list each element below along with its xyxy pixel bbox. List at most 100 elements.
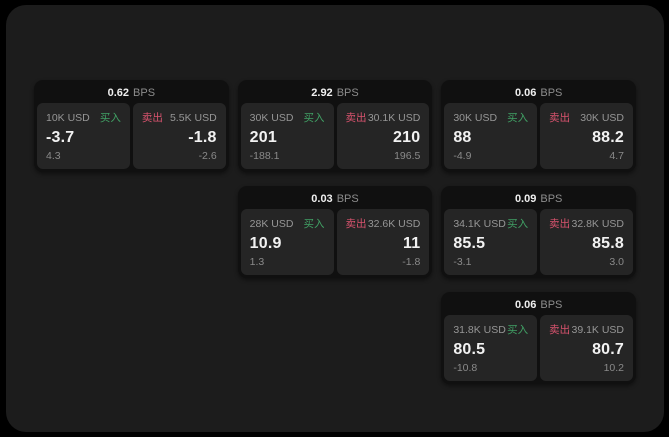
buy-size: 30K USD — [453, 111, 498, 124]
buy-delta: -4.9 — [453, 150, 472, 162]
buy-size: 10K USD — [46, 111, 90, 124]
card-header: 0.06 BPS — [444, 83, 633, 103]
buy-size: 30K USD — [249, 111, 294, 124]
buy-side-label: 买入 — [507, 112, 529, 124]
quote-card: 2.92 BPS 30K USD 买入 201 -188.1 卖出 30.1K … — [237, 80, 433, 172]
buy-price: 88 — [453, 128, 472, 146]
sell-delta: 4.7 — [609, 150, 625, 162]
sell-quote-tile[interactable]: 卖出 30.1K USD 210 196.5 — [336, 103, 430, 169]
buy-quote-tile[interactable]: 31.8K USD 买入 80.5 -10.8 — [444, 315, 538, 381]
buy-side-label: 买入 — [507, 324, 529, 336]
buy-side-label: 买入 — [303, 112, 325, 124]
quote-card: 0.09 BPS 34.1K USD 买入 85.5 -3.1 卖出 32.8K… — [441, 186, 636, 278]
bps-value: 0.03 — [311, 193, 333, 205]
buy-side-label: 买入 — [507, 218, 529, 230]
sell-size: 32.6K USD — [367, 217, 421, 230]
sell-quote-tile[interactable]: 卖出 30K USD 88.2 4.7 — [540, 103, 634, 169]
quotes-grid: 0.62 BPS 10K USD 买入 -3.7 4.3 卖出 5.5K USD — [6, 5, 664, 384]
quote-card: 0.03 BPS 28K USD 买入 10.9 1.3 卖出 32.6K US… — [237, 186, 433, 278]
sell-delta: 196.5 — [394, 150, 421, 162]
sell-quote-tile[interactable]: 卖出 32.8K USD 85.8 3.0 — [540, 209, 634, 275]
sell-delta: 3.0 — [609, 256, 625, 268]
buy-tile-header: 31.8K USD 买入 — [453, 322, 528, 337]
buy-size: 28K USD — [249, 217, 294, 230]
buy-price: 201 — [249, 128, 277, 146]
buy-price: 10.9 — [249, 234, 282, 252]
card-header: 0.06 BPS — [444, 295, 633, 315]
sell-tile-header: 卖出 30.1K USD — [346, 110, 421, 125]
sell-delta: -2.6 — [198, 150, 217, 162]
sell-size: 5.5K USD — [169, 111, 217, 124]
buy-side-label: 买入 — [303, 218, 325, 230]
quote-card: 0.62 BPS 10K USD 买入 -3.7 4.3 卖出 5.5K USD — [34, 80, 229, 172]
bps-unit-label: BPS — [540, 87, 563, 99]
sell-side-label: 卖出 — [549, 324, 571, 336]
buy-quote-tile[interactable]: 10K USD 买入 -3.7 4.3 — [37, 103, 130, 169]
buy-tile-header: 30K USD 买入 — [250, 110, 325, 125]
bps-unit-label: BPS — [540, 193, 563, 205]
sell-tile-header: 卖出 32.8K USD — [549, 216, 624, 231]
sell-size: 32.8K USD — [571, 217, 625, 230]
bps-unit-label: BPS — [133, 87, 156, 99]
buy-delta: 1.3 — [249, 256, 265, 268]
sell-price: 88.2 — [592, 128, 625, 146]
quote-card: 0.06 BPS 30K USD 买入 88 -4.9 卖出 30K USD — [441, 80, 636, 172]
sell-side-label: 卖出 — [345, 112, 367, 124]
sell-tile-header: 卖出 39.1K USD — [549, 322, 624, 337]
quote-tiles: 34.1K USD 买入 85.5 -3.1 卖出 32.8K USD 85.8… — [444, 209, 634, 275]
buy-side-label: 买入 — [99, 112, 121, 124]
card-header: 0.62 BPS — [37, 83, 226, 103]
quote-tiles: 10K USD 买入 -3.7 4.3 卖出 5.5K USD -1.8 -2.… — [37, 103, 226, 169]
sell-size: 30.1K USD — [367, 111, 421, 124]
sell-tile-header: 卖出 32.6K USD — [346, 216, 421, 231]
sell-tile-header: 卖出 5.5K USD — [142, 110, 217, 125]
buy-quote-tile[interactable]: 28K USD 买入 10.9 1.3 — [240, 209, 334, 275]
buy-delta: -188.1 — [249, 150, 280, 162]
sell-tile-header: 卖出 30K USD — [549, 110, 624, 125]
sell-price: 210 — [393, 128, 421, 146]
quote-card: 0.06 BPS 31.8K USD 买入 80.5 -10.8 卖出 39.1… — [441, 292, 636, 384]
buy-tile-header: 28K USD 买入 — [250, 216, 325, 231]
buy-delta: -10.8 — [453, 362, 478, 374]
buy-tile-header: 34.1K USD 买入 — [453, 216, 528, 231]
buy-tile-header: 10K USD 买入 — [46, 110, 121, 125]
quote-tiles: 30K USD 买入 88 -4.9 卖出 30K USD 88.2 4.7 — [444, 103, 634, 169]
buy-quote-tile[interactable]: 34.1K USD 买入 85.5 -3.1 — [444, 209, 538, 275]
sell-delta: 10.2 — [603, 362, 625, 374]
bps-unit-label: BPS — [336, 193, 359, 205]
card-header: 0.03 BPS — [241, 189, 430, 209]
buy-quote-tile[interactable]: 30K USD 买入 201 -188.1 — [240, 103, 334, 169]
sell-price: -1.8 — [188, 128, 217, 146]
card-header: 0.09 BPS — [444, 189, 633, 209]
sell-quote-tile[interactable]: 卖出 5.5K USD -1.8 -2.6 — [132, 103, 226, 169]
card-header: 2.92 BPS — [241, 83, 430, 103]
sell-side-label: 卖出 — [345, 218, 367, 230]
buy-size: 31.8K USD — [453, 323, 506, 336]
sell-side-label: 卖出 — [549, 112, 571, 124]
bps-unit-label: BPS — [540, 299, 563, 311]
sell-size: 39.1K USD — [571, 323, 625, 336]
sell-quote-tile[interactable]: 卖出 32.6K USD 11 -1.8 — [336, 209, 430, 275]
buy-quote-tile[interactable]: 30K USD 买入 88 -4.9 — [444, 103, 538, 169]
bps-value: 0.06 — [514, 87, 537, 99]
sell-price: 80.7 — [592, 340, 625, 358]
bps-value: 0.09 — [514, 193, 537, 205]
buy-tile-header: 30K USD 买入 — [453, 110, 528, 125]
sell-delta: -1.8 — [402, 256, 421, 268]
quotes-panel: 0.62 BPS 10K USD 买入 -3.7 4.3 卖出 5.5K USD — [6, 5, 664, 432]
quote-tiles: 30K USD 买入 201 -188.1 卖出 30.1K USD 210 1… — [240, 103, 430, 169]
bps-value: 0.06 — [514, 299, 537, 311]
bps-value: 2.92 — [311, 87, 333, 99]
buy-price: 80.5 — [453, 340, 486, 358]
sell-side-label: 卖出 — [549, 218, 571, 230]
sell-size: 30K USD — [580, 111, 625, 124]
quote-tiles: 31.8K USD 买入 80.5 -10.8 卖出 39.1K USD 80.… — [444, 315, 634, 381]
quote-tiles: 28K USD 买入 10.9 1.3 卖出 32.6K USD 11 -1.8 — [240, 209, 430, 275]
buy-size: 34.1K USD — [453, 217, 506, 230]
buy-price: -3.7 — [46, 128, 75, 146]
sell-quote-tile[interactable]: 卖出 39.1K USD 80.7 10.2 — [540, 315, 634, 381]
sell-side-label: 卖出 — [141, 112, 163, 124]
bps-unit-label: BPS — [336, 87, 359, 99]
buy-delta: -3.1 — [453, 256, 472, 268]
buy-price: 85.5 — [453, 234, 486, 252]
